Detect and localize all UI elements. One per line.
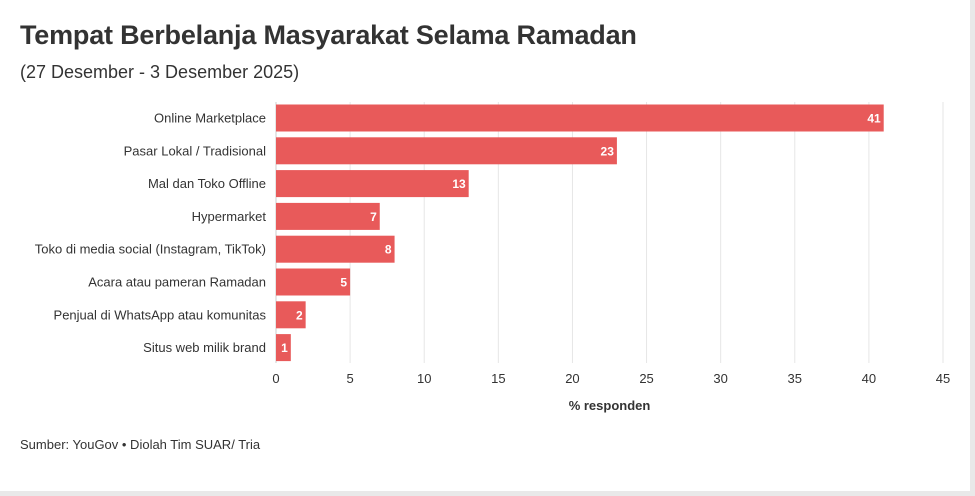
chart-subtitle: (27 Desember - 3 Desember 2025) — [20, 62, 300, 82]
bar — [276, 301, 306, 329]
bar — [276, 170, 469, 198]
bars: 41 23 13 7 8 5 2 1 — [276, 104, 884, 362]
bar — [276, 137, 617, 165]
x-tick-label: 25 — [639, 371, 653, 386]
data-label: 13 — [452, 177, 466, 191]
data-label: 5 — [340, 276, 347, 290]
x-tick-label: 20 — [565, 371, 579, 386]
bar-chart: 41 23 13 7 8 5 2 1 Online Marketplace Pasar Loka… — [35, 102, 950, 413]
data-label: 2 — [296, 308, 303, 322]
data-label: 41 — [867, 112, 881, 126]
x-tick-label: 35 — [788, 371, 802, 386]
x-tick-label: 45 — [936, 371, 950, 386]
bar — [276, 268, 351, 296]
data-label: 8 — [385, 243, 392, 257]
x-axis-title: % responden — [569, 398, 651, 413]
bar — [276, 334, 291, 362]
data-label: 7 — [370, 210, 377, 224]
category-label: Acara atau pameran Ramadan — [88, 275, 266, 290]
x-tick-label: 15 — [491, 371, 505, 386]
data-label: 23 — [601, 144, 615, 158]
x-tick-label: 30 — [713, 371, 727, 386]
source-note: Sumber: YouGov • Diolah Tim SUAR/ Tria — [20, 437, 261, 452]
bar — [276, 104, 884, 132]
chart-title: Tempat Berbelanja Masyarakat Selama Rama… — [20, 20, 637, 50]
category-labels: Online Marketplace Pasar Lokal / Tradisio… — [35, 111, 267, 356]
bar — [276, 202, 380, 230]
x-tick-label: 0 — [272, 371, 279, 386]
x-tick-label: 40 — [862, 371, 876, 386]
category-label: Mal dan Toko Offline — [148, 176, 266, 191]
category-label: Online Marketplace — [154, 111, 266, 126]
category-label: Hypermarket — [192, 209, 267, 224]
category-label: Penjual di WhatsApp atau komunitas — [54, 307, 267, 322]
category-label: Toko di media social (Instagram, TikTok) — [35, 242, 266, 257]
x-tick-label: 10 — [417, 371, 431, 386]
category-label: Pasar Lokal / Tradisional — [124, 143, 266, 158]
data-label: 1 — [281, 341, 288, 355]
category-label: Situs web milik brand — [143, 340, 266, 355]
tick-labels: 0 5 10 15 20 25 30 35 40 45 — [272, 371, 950, 386]
x-tick-label: 5 — [346, 371, 353, 386]
bar — [276, 235, 395, 263]
